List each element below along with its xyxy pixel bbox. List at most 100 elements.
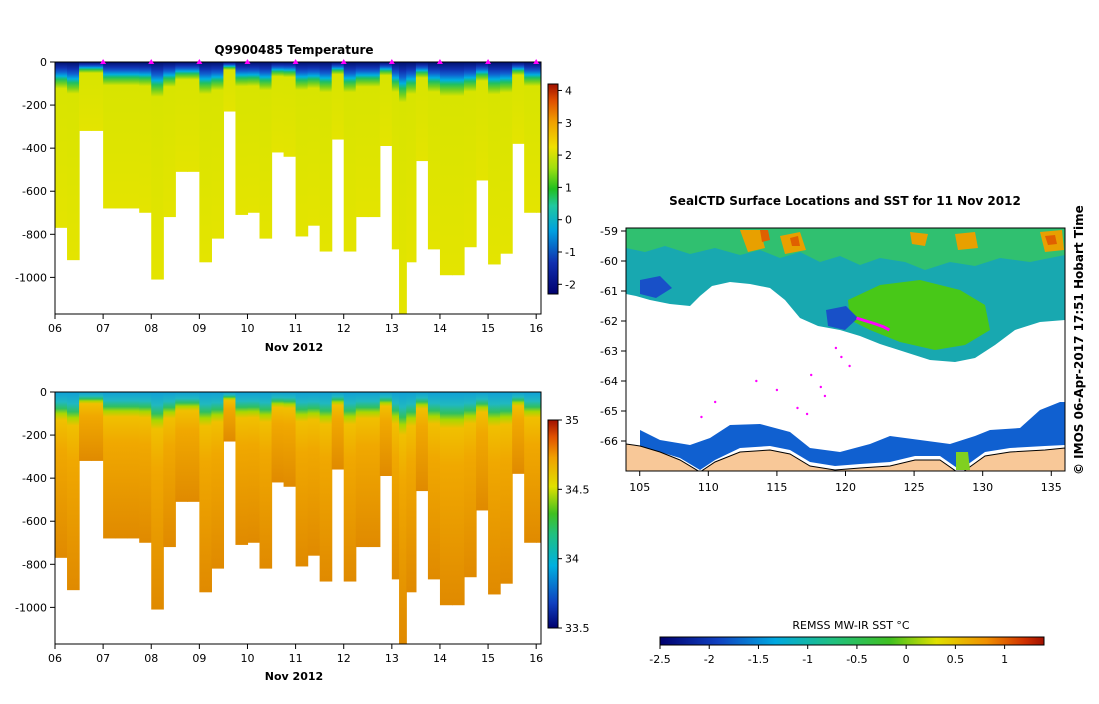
map-y-tick-label: -62 <box>600 315 618 328</box>
map-x-axis: 105 110 115 120 125 130 135 <box>629 471 1062 494</box>
x-tick-label: 06 <box>48 652 62 665</box>
map-panel: SealCTD Surface Locations and SST for 11… <box>600 194 1066 666</box>
profile-column-5 <box>115 392 128 539</box>
colorbar-tick-label: 3 <box>565 117 572 130</box>
salinity-plot-frame <box>54 391 542 645</box>
map-x-tick-label: 115 <box>766 481 787 494</box>
profile-column-16 <box>247 392 261 543</box>
colorbar-tick-label: 34.5 <box>565 483 590 496</box>
profile-column-8 <box>151 392 164 610</box>
x-tick-label: 12 <box>337 652 351 665</box>
map-y-tick-label: -60 <box>600 255 618 268</box>
x-tick-label: 10 <box>240 652 254 665</box>
y-tick-label: -1000 <box>15 601 47 614</box>
salinity-x-axis: 06 07 08 09 10 11 12 13 14 15 16 <box>48 644 543 665</box>
profile-column-32 <box>427 392 441 580</box>
profile-column-36 <box>476 62 489 181</box>
profile-column-41 <box>536 62 541 213</box>
profile-column-33 <box>439 392 453 606</box>
colorbar-tick-label: 4 <box>565 84 572 97</box>
sst-colorbar-ticks: -2.5 -2 -1.5 -1 -0.5 0 0.5 1 <box>649 645 1008 666</box>
seal-track <box>856 316 891 332</box>
profile-column-38 <box>500 62 513 254</box>
profile-marker <box>148 59 155 64</box>
profile-marker <box>533 59 540 64</box>
seal-point <box>834 346 838 350</box>
map-x-tick-label: 120 <box>835 481 856 494</box>
profile-column-35 <box>464 62 477 248</box>
y-tick-label: -800 <box>22 228 47 241</box>
salinity-profiles <box>55 392 541 644</box>
x-tick-label: 16 <box>529 652 543 665</box>
sst-colorbar <box>659 636 1045 646</box>
temperature-panel: Q9900485 Temperature 0 -200 -400 -600 -800 -1… <box>15 43 576 354</box>
map-title: SealCTD Surface Locations and SST for 11… <box>669 194 1021 208</box>
profile-column-11 <box>187 392 200 502</box>
salinity-colorbar-ticks: 35 34.5 34 33.5 <box>558 414 590 635</box>
profile-column-12 <box>199 392 212 593</box>
temperature-colorbar-ticks: -2 -1 0 1 2 3 4 <box>558 84 576 291</box>
seal-point <box>819 385 823 389</box>
y-tick-label: 0 <box>40 56 47 69</box>
profile-column-17 <box>259 62 273 239</box>
sst-colorbar-tick-label: -2.5 <box>649 653 670 666</box>
profile-column-29 <box>399 62 407 314</box>
profile-column-34 <box>451 62 465 276</box>
y-tick-label: -400 <box>22 142 47 155</box>
x-tick-label: 11 <box>289 652 303 665</box>
profile-column-6 <box>127 62 140 209</box>
profile-column-38 <box>500 392 513 584</box>
profile-column-9 <box>163 392 176 548</box>
profile-column-27 <box>379 392 393 476</box>
x-tick-label: 07 <box>96 652 110 665</box>
profile-marker <box>388 59 395 64</box>
temperature-title: Q9900485 Temperature <box>214 43 373 57</box>
map-y-tick-label: -63 <box>600 345 618 358</box>
temperature-colorbar <box>547 83 559 295</box>
sst-colorbar-tick-label: -0.5 <box>846 653 867 666</box>
profile-column-2 <box>79 62 92 131</box>
profile-column-27 <box>379 62 393 146</box>
colorbar-tick-label: -2 <box>565 278 576 291</box>
x-tick-label: 13 <box>385 652 399 665</box>
profile-column-13 <box>211 392 225 569</box>
colorbar-tick-label: 34 <box>565 553 579 566</box>
profile-column-30 <box>406 62 417 263</box>
profile-column-26 <box>367 392 381 548</box>
profile-column-10 <box>175 392 188 502</box>
profile-column-24 <box>343 62 357 252</box>
profile-column-5 <box>115 62 128 209</box>
sst-colorbar-tick-label: -2 <box>704 653 715 666</box>
profile-column-4 <box>103 392 116 539</box>
map-x-tick-label: 105 <box>629 481 650 494</box>
profile-column-3 <box>91 62 104 131</box>
sst-colorbar-label: REMSS MW-IR SST °C <box>792 619 910 632</box>
temperature-profile-markers <box>100 59 540 64</box>
map-x-tick-label: 135 <box>1041 481 1062 494</box>
profile-column-3 <box>91 392 104 461</box>
map-y-tick-label: -59 <box>600 225 618 238</box>
map-y-axis: -59 -60 -61 -62 -63 -64 -65 -66 <box>600 225 626 448</box>
x-tick-label: 08 <box>144 322 158 335</box>
profile-column-18 <box>271 392 285 483</box>
profile-column-19 <box>283 392 297 487</box>
y-tick-label: -800 <box>22 558 47 571</box>
temperature-plot-frame <box>54 61 542 315</box>
map-y-tick-label: -61 <box>600 285 618 298</box>
profile-column-19 <box>283 62 297 157</box>
colorbar-tick-label: 2 <box>565 149 572 162</box>
sst-coastal-patch <box>956 452 970 470</box>
profile-marker <box>196 59 203 64</box>
map-y-tick-label: -65 <box>600 405 618 418</box>
colorbar-tick-label: -1 <box>565 246 576 259</box>
x-tick-label: 06 <box>48 322 62 335</box>
profile-column-30 <box>406 392 417 593</box>
profile-marker <box>100 59 107 64</box>
profile-column-1 <box>67 392 80 591</box>
x-tick-label: 07 <box>96 322 110 335</box>
temperature-x-axis: 06 07 08 09 10 11 12 13 14 15 16 <box>48 314 543 335</box>
profile-column-16 <box>247 62 261 213</box>
x-tick-label: 12 <box>337 322 351 335</box>
antarctica-land <box>626 443 1065 471</box>
imos-credit: © IMOS 06-Apr-2017 17:51 Hobart Time <box>1072 205 1086 475</box>
